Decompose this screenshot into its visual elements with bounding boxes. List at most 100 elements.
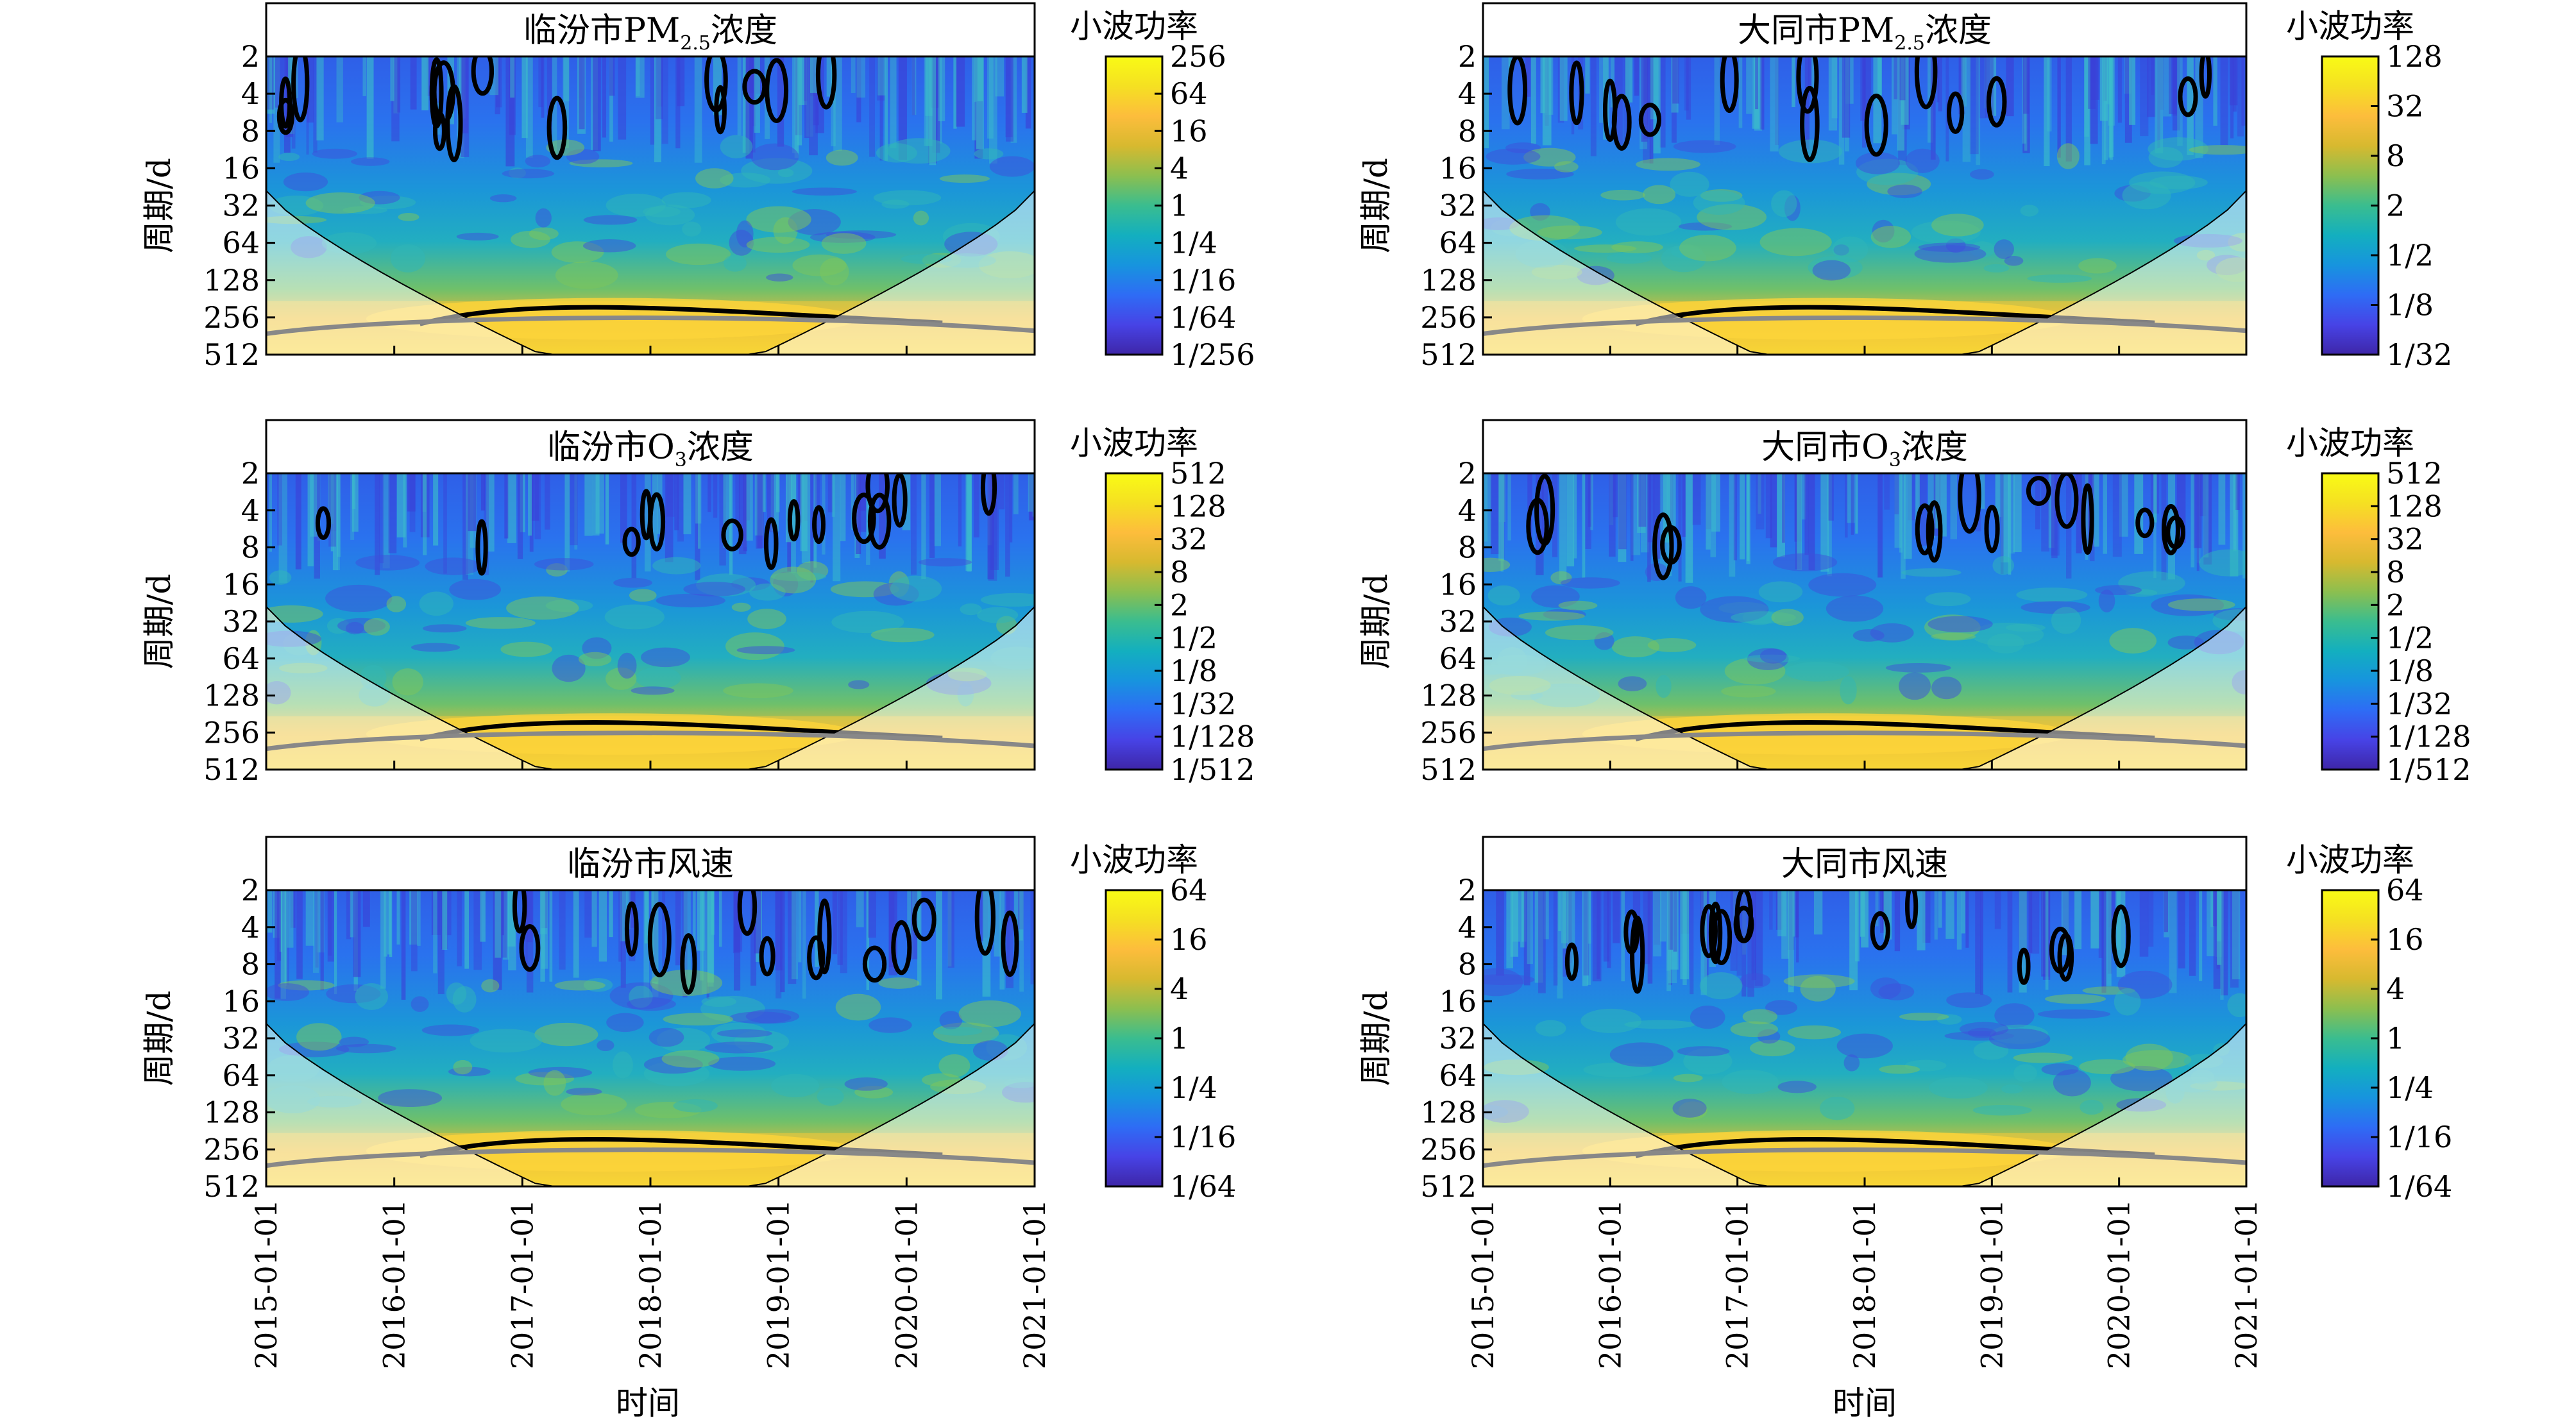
y-tick-label: 64 [222,226,260,260]
x-tick-label: 2018-01-01 [633,1199,668,1369]
colorbar-tick-label: 2 [2386,189,2405,223]
x-tick-label: 2021-01-01 [2229,1199,2264,1369]
y-tick-label: 64 [222,641,260,676]
panel-title: 大同市PM2.5浓度 [1738,12,1992,55]
panel-title-box [1482,836,2248,891]
y-tick-label: 256 [203,1132,260,1167]
y-tick-label: 32 [1439,189,1477,223]
colorbar-tick-label: 1/128 [2386,720,2471,754]
y-tick-label: 32 [1439,1021,1477,1056]
y-tick-label: 64 [1439,641,1477,676]
x-tick-label: 2017-01-01 [1720,1199,1755,1369]
y-tick-label: 4 [241,910,260,945]
y-tick-label: 512 [1420,337,1477,372]
y-tick-label: 2 [1458,873,1477,907]
y-tick-label: 8 [241,114,260,148]
y-tick-label: 2 [241,873,260,907]
panel-title: 大同市风速 [1781,845,1948,884]
significance-contour-outside-coi [1483,315,2246,336]
colorbar-tick-label: 512 [1170,456,1226,491]
colorbar-tick-label: 1/8 [2386,653,2434,688]
wavelet-heatmap [1483,890,2246,1186]
colorbar-tick-label: 64 [1170,873,1208,907]
colorbar [1105,472,1164,771]
wavelet-heatmap [266,56,1035,355]
x-tick-label: 2017-01-01 [505,1199,539,1369]
y-tick-label: 4 [241,76,260,111]
colorbar-title: 小波功率 [1070,425,1198,462]
colorbar-tick-label: 64 [1170,76,1208,111]
colorbar-tick-label: 1/64 [1170,1169,1236,1204]
y-tick-label: 2 [241,456,260,491]
y-tick-label: 256 [203,300,260,335]
x-tick-label: 2020-01-01 [2102,1199,2137,1369]
colorbar-tick-label: 1 [1170,189,1189,223]
colorbar-tick-label: 1/32 [1170,686,1236,721]
cone-of-influence-line [1483,606,2246,770]
colorbar-tick-label: 1/2 [2386,238,2434,273]
colorbar-tick-label: 1 [2386,1021,2405,1056]
colorbar-tick-label: 128 [2386,39,2443,74]
y-tick-label: 64 [1439,1058,1477,1093]
colorbar-tick-label: 1/512 [2386,752,2471,787]
colorbar [1105,889,1164,1188]
colorbar-tick-label: 1/16 [2386,1120,2452,1154]
colorbar-tick-label: 16 [1170,114,1208,148]
panel-title-box [265,836,1036,891]
y-tick-label: 128 [203,263,260,298]
colorbar-tick-label: 1/2 [1170,621,1217,655]
colorbar-tick-label: 1/32 [2386,337,2452,372]
colorbar-tick-label: 16 [2386,922,2424,957]
y-tick-label: 2 [1458,456,1477,491]
x-tick-label: 2019-01-01 [761,1199,796,1369]
y-tick-label: 512 [203,337,260,372]
y-axis-label: 周期/d [140,158,178,253]
x-tick-label: 2016-01-01 [377,1199,412,1369]
y-tick-label: 8 [1458,530,1477,565]
y-tick-label: 64 [1439,226,1477,260]
colorbar [2321,889,2380,1188]
cone-of-influence-line [266,606,1035,770]
colorbar-tick-label: 2 [2386,587,2405,622]
colorbar-tick-label: 8 [1170,555,1189,589]
cone-of-influence-line [266,190,1035,355]
panel-title-box [1482,2,2248,58]
colorbar-title: 小波功率 [2286,841,2414,879]
y-tick-label: 8 [241,530,260,565]
y-tick-label: 4 [1458,76,1477,111]
y-tick-label: 128 [1420,679,1477,713]
colorbar-tick-label: 32 [2386,89,2424,124]
cone-of-influence-line [1483,1023,2246,1186]
y-tick-label: 32 [222,604,260,639]
y-tick-label: 128 [1420,1095,1477,1130]
colorbar-tick-label: 8 [2386,555,2405,589]
y-tick-label: 8 [241,947,260,982]
colorbar-tick-label: 1/128 [1170,720,1255,754]
y-axis-label: 周期/d [140,574,178,670]
x-tick-label: 2019-01-01 [1974,1199,2009,1369]
colorbar-tick-label: 8 [2386,139,2405,173]
wavelet-heatmap [1483,56,2246,355]
colorbar-tick-label: 1/8 [2386,288,2434,323]
y-axis-label: 周期/d [1357,574,1394,670]
colorbar-tick-label: 128 [2386,489,2443,523]
significance-contour-outside-coi [266,730,1035,752]
y-tick-label: 32 [1439,604,1477,639]
colorbar-tick-label: 4 [1170,972,1189,1006]
wavelet-panel: 临汾市O3浓度248163264128256512周期/d小波功率5121283… [140,419,1255,787]
wavelet-heatmap [1483,473,2246,770]
colorbar-title: 小波功率 [1070,8,1198,45]
y-tick-label: 16 [1439,567,1477,602]
colorbar-tick-label: 2 [1170,587,1189,622]
colorbar-tick-label: 1/512 [1170,752,1255,787]
y-tick-label: 8 [1458,114,1477,148]
colorbar-tick-label: 1/2 [2386,621,2434,655]
significance-contour-outside-coi [266,315,1035,336]
y-axis-label: 周期/d [1357,991,1394,1086]
y-tick-label: 256 [1420,300,1477,335]
y-tick-label: 16 [222,984,260,1018]
wavelet-heatmap [266,473,1035,770]
colorbar-tick-label: 128 [1170,489,1226,523]
colorbar-tick-label: 16 [1170,922,1208,957]
